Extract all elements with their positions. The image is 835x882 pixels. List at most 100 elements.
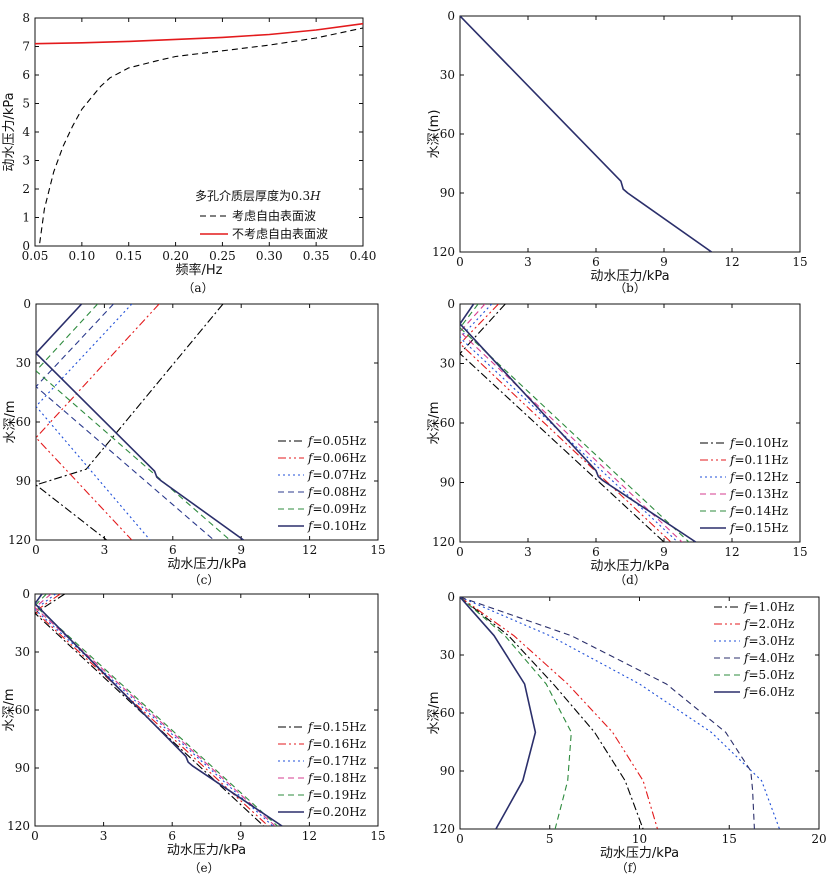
legend-label: f=0.18Hz: [307, 771, 366, 785]
chart-panel-b: 0 3 6 9 12 15 0 30 60 90 120 动水压力/kPa 水深(m) （b）: [427, 9, 808, 295]
series-line-d-0: [460, 304, 665, 542]
x-tick-label: 15: [792, 255, 807, 269]
series-line-f-5: [460, 597, 537, 829]
series-line-a-1: [35, 22, 363, 45]
x-axis-label: 动水压力/kPa: [167, 843, 246, 858]
y-tick-label: 4: [22, 125, 30, 139]
chart-panel-f: 0 5 10 15 20 0 30 60 90 120 动水压力/kPa 水深/m （f） f=1.0Hz…: [427, 590, 827, 875]
legend-label: f=0.15Hz: [307, 720, 366, 734]
chart-annotation: 多孔介质层厚度为0.3H: [195, 188, 321, 203]
series-line-e-0: [35, 594, 265, 826]
y-tick-label: 90: [15, 761, 30, 775]
y-tick-label: 30: [16, 356, 31, 370]
legend-label: f=2.0Hz: [743, 617, 794, 631]
series-line-f-1: [460, 597, 659, 829]
y-tick-label: 30: [440, 357, 455, 371]
y-tick-label: 0: [22, 587, 30, 601]
x-tick-label: 15: [722, 832, 737, 846]
x-tick-label: 6: [592, 545, 600, 559]
x-tick-label: 6: [592, 255, 600, 269]
series-line-c-4: [36, 304, 231, 540]
x-tick-label: 0: [32, 543, 40, 557]
x-tick-label: 0.10: [68, 249, 95, 263]
legend-label: f=0.20Hz: [307, 805, 366, 819]
x-tick-label: 10: [632, 832, 647, 846]
y-tick-label: 30: [440, 648, 455, 662]
x-tick-label: 9: [660, 545, 668, 559]
x-tick-label: 9: [660, 255, 668, 269]
x-tick-label: 0.15: [115, 249, 142, 263]
legend-label: f=0.13Hz: [729, 487, 788, 501]
legend-label: f=0.09Hz: [307, 502, 366, 516]
y-tick-label: 6: [22, 68, 30, 82]
x-tick-label: 0.25: [209, 249, 236, 263]
x-tick-label: 12: [302, 543, 317, 557]
series-line-a-0: [39, 27, 363, 244]
series-line-f-0: [460, 597, 644, 829]
y-tick-label: 90: [440, 186, 455, 200]
y-tick-label: 0: [23, 297, 31, 311]
legend-label: 考虑自由表面波: [232, 209, 316, 223]
x-tick-label: 15: [370, 543, 385, 557]
y-tick-label: 8: [22, 11, 30, 25]
legend-label: f=0.05Hz: [307, 434, 366, 448]
x-tick-label: 20: [811, 832, 826, 846]
series-line-e-4: [35, 594, 278, 826]
x-tick-label: 3: [101, 543, 109, 557]
x-tick-label: 0: [456, 832, 464, 846]
series-line-b-0: [460, 16, 713, 252]
panel-caption: （e）: [188, 861, 219, 875]
y-tick-label: 90: [440, 764, 455, 778]
legend-label: f=6.0Hz: [743, 685, 794, 699]
x-tick-label: 15: [792, 545, 807, 559]
series-line-f-4: [460, 597, 572, 829]
y-tick-label: 0: [447, 9, 455, 23]
x-axis-label: 动水压力/kPa: [600, 846, 679, 861]
y-tick-label: 5: [22, 97, 30, 111]
y-tick-label: 60: [440, 416, 455, 430]
y-tick-label: 120: [432, 535, 455, 549]
panel-caption: （c）: [189, 573, 220, 587]
legend-label: f=0.11Hz: [729, 453, 788, 467]
chart-panel-e: 0 3 6 9 12 15 0 30 60 90 120 动水压力/kPa 水深/m （e） f=0.15H…: [2, 587, 386, 875]
x-axis-label: 动水压力/kPa: [590, 269, 669, 284]
series-line-f-2: [460, 597, 781, 829]
x-tick-label: 0: [456, 545, 464, 559]
plot-frame: [459, 596, 820, 830]
series-line-e-1: [35, 594, 269, 826]
legend-label: f=0.10Hz: [729, 436, 788, 450]
chart-panel-c: 0 3 6 9 12 15 0 30 60 90 120 动水压力/kPa 水深/m （c） f=0.05H…: [3, 297, 386, 587]
plot-frame: [459, 15, 801, 253]
y-tick-label: 120: [7, 819, 30, 833]
panel-caption: （b）: [614, 281, 646, 295]
x-axis-label: 动水压力/kPa: [590, 559, 669, 574]
x-tick-label: 0.35: [303, 249, 330, 263]
legend-label: f=3.0Hz: [743, 634, 794, 648]
panel-caption: （f）: [616, 861, 644, 875]
x-tick-label: 0: [31, 829, 39, 843]
y-axis-label: 水深/m: [3, 400, 18, 443]
y-tick-label: 90: [16, 474, 31, 488]
y-axis-label: 水深(m): [427, 110, 442, 159]
y-axis-label: 水深/m: [427, 691, 442, 734]
legend-label: f=1.0Hz: [743, 600, 794, 614]
series-line-c-2: [36, 304, 151, 540]
y-tick-label: 60: [15, 703, 30, 717]
series-line-e-5: [35, 594, 283, 826]
legend-label: f=4.0Hz: [743, 651, 794, 665]
legend-label: f=0.16Hz: [307, 737, 366, 751]
y-tick-label: 60: [16, 415, 31, 429]
y-tick-label: 90: [440, 476, 455, 490]
x-tick-label: 12: [302, 829, 317, 843]
legend-label: f=0.19Hz: [307, 788, 366, 802]
x-tick-label: 12: [724, 255, 739, 269]
y-tick-label: 60: [440, 127, 455, 141]
x-tick-label: 9: [237, 829, 245, 843]
y-axis-label: 水深/m: [2, 688, 17, 731]
x-tick-label: 9: [237, 543, 245, 557]
x-tick-label: 0.20: [162, 249, 189, 263]
legend-label: f=0.06Hz: [307, 451, 366, 465]
x-tick-label: 6: [168, 829, 176, 843]
y-tick-label: 0: [447, 590, 455, 604]
y-tick-label: 120: [432, 245, 455, 259]
